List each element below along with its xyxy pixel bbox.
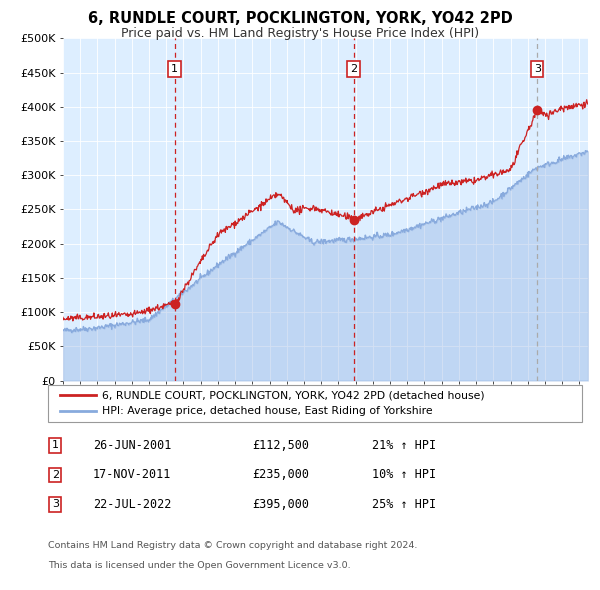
Text: 17-NOV-2011: 17-NOV-2011 xyxy=(93,468,172,481)
Text: £395,000: £395,000 xyxy=(252,498,309,511)
Text: 21% ↑ HPI: 21% ↑ HPI xyxy=(372,439,436,452)
Text: 1: 1 xyxy=(52,441,59,450)
Text: 22-JUL-2022: 22-JUL-2022 xyxy=(93,498,172,511)
Text: 6, RUNDLE COURT, POCKLINGTON, YORK, YO42 2PD (detached house): 6, RUNDLE COURT, POCKLINGTON, YORK, YO42… xyxy=(102,390,485,400)
Text: 26-JUN-2001: 26-JUN-2001 xyxy=(93,439,172,452)
Text: £112,500: £112,500 xyxy=(252,439,309,452)
Text: Price paid vs. HM Land Registry's House Price Index (HPI): Price paid vs. HM Land Registry's House … xyxy=(121,27,479,40)
Text: 3: 3 xyxy=(52,500,59,509)
Text: 10% ↑ HPI: 10% ↑ HPI xyxy=(372,468,436,481)
Text: 3: 3 xyxy=(534,64,541,74)
Text: £235,000: £235,000 xyxy=(252,468,309,481)
Text: Contains HM Land Registry data © Crown copyright and database right 2024.: Contains HM Land Registry data © Crown c… xyxy=(48,541,418,550)
Text: 1: 1 xyxy=(171,64,178,74)
Text: 25% ↑ HPI: 25% ↑ HPI xyxy=(372,498,436,511)
Text: 2: 2 xyxy=(52,470,59,480)
Text: 2: 2 xyxy=(350,64,357,74)
Text: 6, RUNDLE COURT, POCKLINGTON, YORK, YO42 2PD: 6, RUNDLE COURT, POCKLINGTON, YORK, YO42… xyxy=(88,11,512,27)
Text: This data is licensed under the Open Government Licence v3.0.: This data is licensed under the Open Gov… xyxy=(48,560,350,570)
Text: HPI: Average price, detached house, East Riding of Yorkshire: HPI: Average price, detached house, East… xyxy=(102,407,433,417)
